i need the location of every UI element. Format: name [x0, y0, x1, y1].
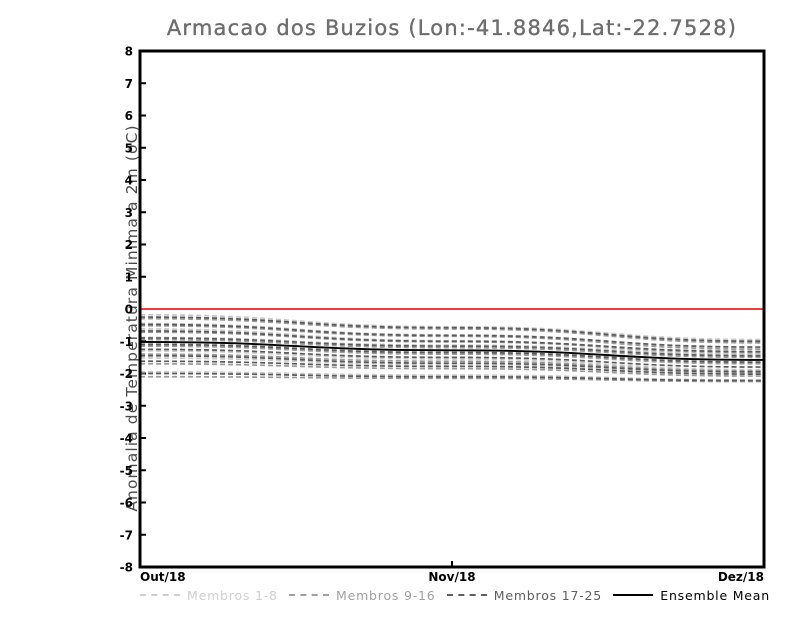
- member-line: [140, 313, 764, 341]
- y-axis-tick-label: -8: [120, 561, 133, 575]
- legend-item: Membros 1-8: [140, 588, 278, 603]
- legend-item-label: Membros 1-8: [187, 587, 278, 603]
- member-line: [140, 337, 764, 357]
- ensemble-mean-line: [140, 340, 764, 361]
- y-axis-tick-label: 3: [125, 206, 133, 220]
- y-axis-tick-label: -3: [120, 399, 133, 413]
- y-axis-tick-label: -6: [120, 496, 133, 510]
- y-axis-tick-label: 1: [125, 270, 133, 284]
- y-axis-tick-label: -7: [120, 528, 133, 542]
- y-axis-tick-label: -1: [120, 335, 133, 349]
- member-line: [140, 375, 764, 383]
- member-line: [140, 324, 764, 351]
- legend-line-swatch: [613, 594, 654, 596]
- x-axis-tick-label: Dez/18: [718, 570, 764, 584]
- legend-line-swatch: [140, 594, 180, 596]
- legend-line-swatch: [289, 594, 329, 596]
- member-line: [140, 345, 764, 365]
- member-line: [140, 353, 764, 372]
- page-title: Armacao dos Buzios (Lon:-41.8846,Lat:-22…: [166, 16, 738, 40]
- member-line: [140, 350, 764, 371]
- member-line: [140, 336, 764, 355]
- member-line: [140, 371, 764, 381]
- y-axis-tick-label: -5: [120, 464, 133, 478]
- y-axis-tick-label: 5: [125, 141, 133, 155]
- member-line: [140, 323, 764, 348]
- x-axis-tick-label: Nov/18: [428, 570, 475, 584]
- legend-line-swatch: [446, 594, 487, 596]
- member-line: [140, 360, 764, 375]
- member-line: [140, 330, 764, 353]
- member-line: [140, 354, 764, 373]
- legend-item: Membros 9-16: [289, 588, 436, 603]
- legend-item: Ensemble Mean: [613, 588, 770, 603]
- member-line: [140, 362, 764, 377]
- legend-item-label: Membros 9-16: [336, 587, 436, 603]
- member-line: [140, 317, 764, 344]
- series-group: [140, 308, 764, 383]
- member-line: [140, 372, 764, 382]
- legend-item-label: Ensemble Mean: [660, 587, 770, 603]
- y-axis-tick-label: 6: [125, 109, 133, 123]
- member-line: [140, 348, 764, 368]
- plot-frame: [138, 49, 766, 569]
- member-line: [140, 316, 764, 343]
- legend-item: Membros 17-25: [446, 587, 603, 603]
- y-axis-tick-label: 8: [125, 45, 133, 59]
- y-axis-tick-label: -4: [120, 432, 133, 446]
- member-line: [140, 338, 764, 359]
- y-axis-tick-label: 2: [125, 238, 133, 252]
- member-line: [140, 343, 764, 364]
- y-axis-tick-label: -2: [120, 367, 133, 381]
- y-axis-tick-label: 0: [125, 303, 133, 317]
- legend-item-label: Membros 17-25: [493, 587, 603, 603]
- member-line: [140, 357, 764, 375]
- chart-legend: Membros 1-8 Membros 9-16 Membros 17-25 Ense…: [140, 585, 770, 605]
- x-axis-tick-label: Out/18: [140, 570, 186, 584]
- y-axis-tick-label: 4: [125, 174, 133, 188]
- y-axis-tick-label: 7: [125, 77, 133, 91]
